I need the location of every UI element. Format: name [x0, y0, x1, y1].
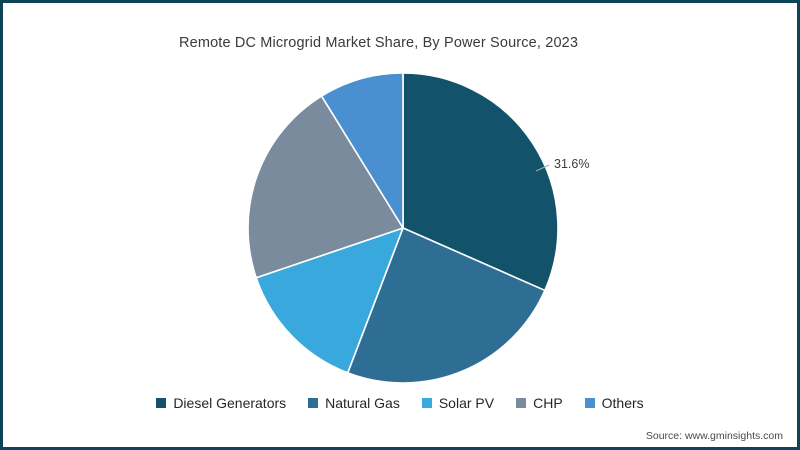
pie-chart: [3, 3, 797, 447]
legend-item-label: Solar PV: [438, 395, 495, 411]
source-attribution: Source: www.gminsights.com: [645, 430, 783, 442]
pie-chart-svg: [247, 72, 559, 384]
legend-swatch-icon: [156, 398, 167, 408]
pie-leader-line-group: [535, 164, 550, 172]
chart-legend: Diesel Generators Natural Gas Solar PV C…: [3, 396, 797, 410]
legend-swatch-icon: [516, 398, 527, 408]
pie-slice-diesel-generators[interactable]: [402, 72, 559, 292]
legend-item-others[interactable]: Others: [584, 395, 644, 411]
pie-slice-natural-gas[interactable]: [346, 227, 546, 384]
pie-slice-group: [247, 72, 559, 384]
legend-swatch-icon: [584, 398, 595, 408]
pie-slice-chp[interactable]: [247, 95, 404, 279]
legend-item-label: CHP: [533, 395, 563, 411]
legend-item-chp[interactable]: CHP: [516, 396, 563, 410]
pie-slice-others[interactable]: [320, 72, 404, 229]
legend-item-natural-gas[interactable]: Natural Gas: [308, 396, 400, 410]
legend-swatch-icon: [421, 398, 432, 408]
legend-item-solar-pv[interactable]: Solar PV: [421, 395, 495, 411]
slice-data-label-diesel-generators: 31.6%: [554, 157, 590, 171]
pie-slice-solar-pv[interactable]: [255, 227, 404, 374]
legend-item-label: Natural Gas: [325, 395, 400, 411]
legend-item-label: Diesel Generators: [173, 395, 287, 411]
legend-item-label: Others: [601, 395, 644, 411]
legend-item-diesel-generators[interactable]: Diesel Generators: [156, 396, 286, 410]
leader-line-diesel-generators: [535, 164, 550, 172]
legend-swatch-icon: [308, 398, 319, 408]
page-title: Remote DC Microgrid Market Share, By Pow…: [179, 35, 579, 51]
